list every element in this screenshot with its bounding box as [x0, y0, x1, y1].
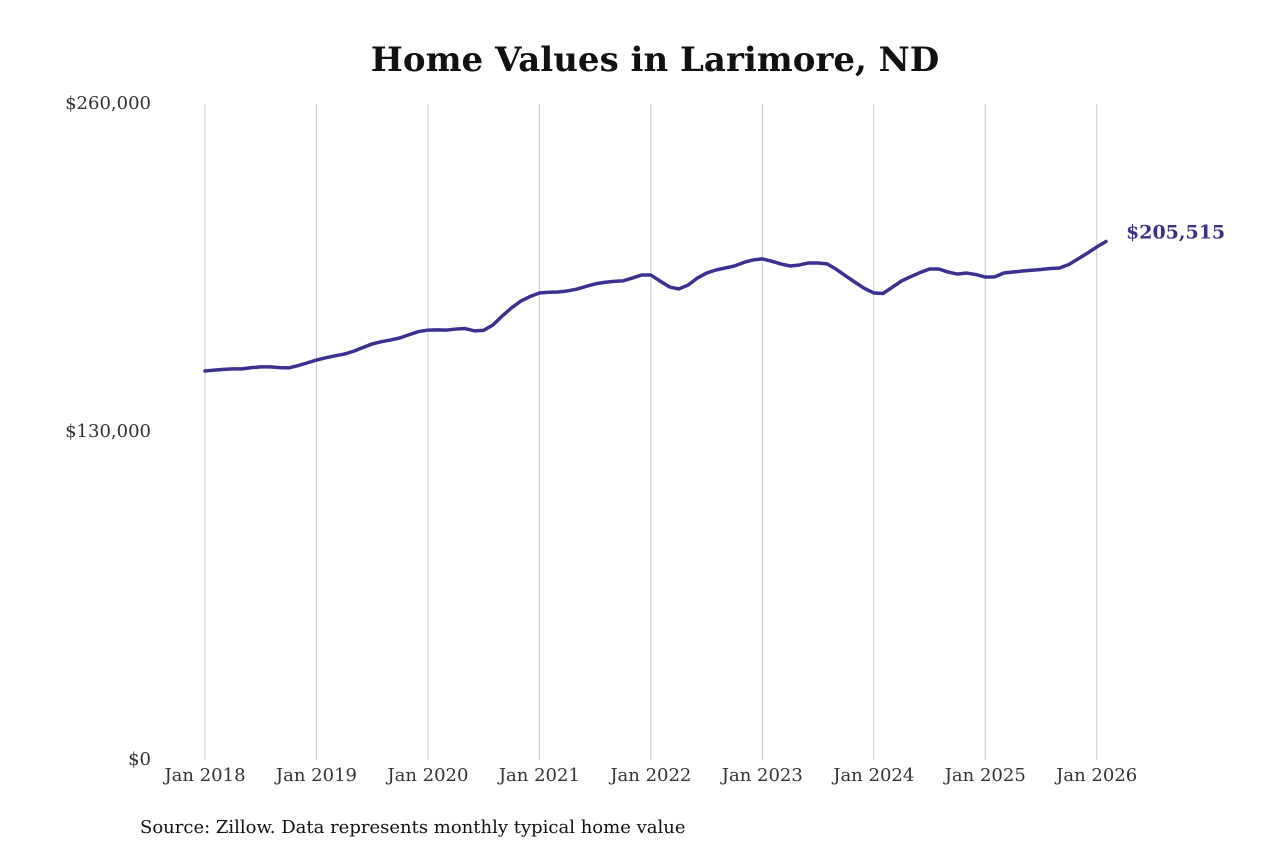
x-tick-label: Jan 2022 — [608, 765, 691, 786]
x-tick-label: Jan 2019 — [274, 765, 357, 786]
value-label: $205,515 — [1126, 221, 1225, 243]
x-tick-label: Jan 2021 — [497, 765, 580, 786]
x-tick-label: Jan 2023 — [720, 765, 803, 786]
x-tick-label: Jan 2018 — [162, 765, 245, 786]
source-note: Source: Zillow. Data represents monthly … — [140, 817, 686, 838]
y-tick-label: $0 — [128, 749, 151, 770]
x-tick-label: Jan 2026 — [1054, 765, 1137, 786]
line-series — [203, 239, 1108, 373]
x-tick-label: Jan 2024 — [831, 765, 914, 786]
chart-title: Home Values in Larimore, ND — [371, 40, 939, 80]
x-tick-label: Jan 2020 — [385, 765, 468, 786]
y-tick-label: $130,000 — [65, 421, 151, 442]
x-tick-label: Jan 2025 — [943, 765, 1026, 786]
y-tick-label: $260,000 — [65, 93, 151, 114]
